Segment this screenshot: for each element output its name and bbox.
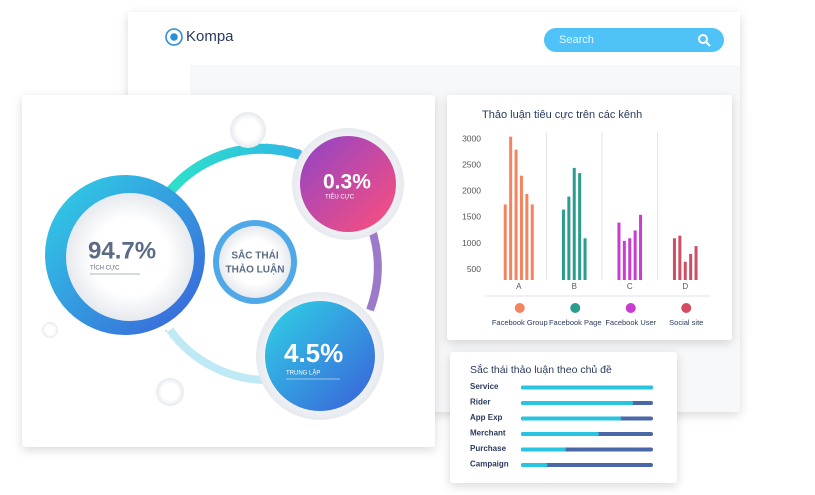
sentiment-card: 94.7% TÍCH CỰC SẮC THÁI THẢO LUẬN 0.3% T… [22, 95, 435, 447]
bar [561, 209, 565, 280]
y-tick-label: 2500 [462, 160, 481, 170]
row-label: Merchant [470, 429, 506, 438]
stat-name: TRUNG LẬP [286, 370, 320, 377]
bar [583, 238, 587, 280]
bar [530, 204, 534, 280]
legend-label: Facebook Page [549, 318, 602, 327]
bar [578, 173, 582, 280]
legend-label: Social site [669, 318, 703, 327]
row-label: App Exp [470, 413, 503, 422]
row-label: Campaign [470, 460, 509, 469]
bar [521, 416, 622, 421]
bar-card: Thảo luận tiêu cực trên các kênh [447, 95, 732, 340]
center-title: THẢO LUẬN [226, 263, 285, 276]
bar [622, 240, 626, 280]
bar [572, 167, 576, 280]
bar [628, 238, 632, 280]
legend-dot [514, 303, 525, 313]
x-tick-label: B [572, 282, 577, 291]
bar [617, 222, 621, 280]
chart-title: Sắc thái thảo luận theo chủ đề [470, 363, 612, 376]
x-tick-label: D [682, 282, 688, 291]
legend-label: Facebook User [605, 318, 656, 327]
legend-label: Facebook Group [492, 318, 548, 327]
bar [521, 447, 566, 452]
bar-track [521, 463, 653, 467]
bar [567, 196, 571, 280]
bar [525, 193, 529, 280]
bar [521, 385, 653, 390]
logo-icon [165, 28, 183, 46]
legend-dot [625, 303, 636, 313]
x-tick-label: A [516, 282, 522, 291]
bar [521, 432, 599, 436]
bar [514, 149, 518, 280]
search-placeholder: Search [559, 34, 594, 46]
x-tick-label: C [627, 282, 633, 291]
row-label: Rider [470, 398, 490, 407]
center-title: SẮC THÁI [231, 249, 278, 262]
y-tick-label: 3000 [462, 133, 481, 143]
bar [694, 246, 698, 280]
search-icon[interactable] [698, 34, 711, 47]
bar [678, 235, 682, 280]
y-tick-label: 1000 [462, 238, 481, 248]
search-box[interactable] [544, 28, 724, 52]
bar [683, 261, 687, 280]
row-label: Purchase [470, 444, 507, 453]
bar [503, 204, 507, 280]
stat-value: 4.5% [284, 338, 343, 368]
stat-name: TÍCH CỰC [90, 265, 120, 272]
bar [672, 238, 676, 280]
bar [689, 253, 693, 280]
bar [509, 136, 513, 280]
bar [521, 463, 548, 467]
bar [639, 214, 643, 280]
stat-name: TIÊU CỰC [325, 193, 355, 201]
legend-dot [681, 303, 692, 313]
y-tick-label: 500 [467, 264, 481, 274]
logo: Kompa [186, 28, 234, 45]
bar [633, 230, 637, 280]
legend-dot [570, 303, 581, 313]
y-tick-label: 1500 [462, 212, 481, 222]
chart-title: Thảo luận tiêu cực trên các kênh [482, 109, 642, 121]
bar [519, 175, 523, 280]
y-tick-label: 2000 [462, 186, 481, 196]
stat-value: 94.7% [88, 237, 156, 264]
row-label: Service [470, 382, 499, 391]
bar [521, 401, 634, 405]
stat-value: 0.3% [323, 171, 371, 194]
